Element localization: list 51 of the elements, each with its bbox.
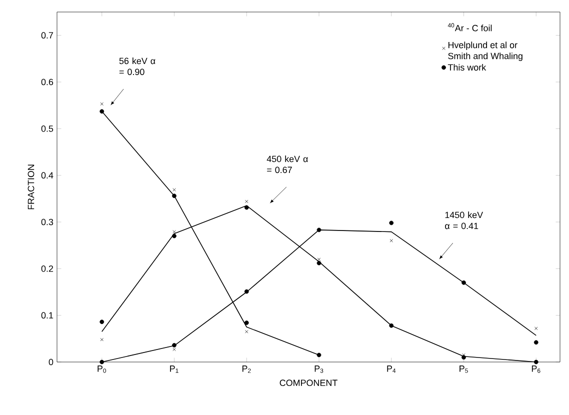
x-tick-label: P$_{5}$ [460, 366, 468, 373]
point [100, 109, 104, 114]
y-tick-label: 0.4 [41, 172, 54, 179]
x-tick-label: P$_{2}$ [242, 366, 251, 373]
point [317, 258, 321, 261]
point [534, 326, 538, 330]
point [172, 348, 176, 352]
legend-label: This work [448, 64, 486, 71]
point [172, 230, 176, 234]
x-tick-label: P$_{3}$ [314, 366, 324, 373]
point [172, 194, 176, 198]
point [100, 320, 104, 324]
point [244, 205, 249, 210]
x-axis-title: COMPONENT [280, 380, 338, 386]
point [462, 355, 466, 360]
annotation: 1450 keV α = 0.41 [445, 212, 484, 230]
point [534, 340, 538, 345]
y-tick-label: 0.1 [41, 312, 54, 319]
point [172, 343, 176, 348]
point [244, 289, 249, 294]
y-tick-label: 0 [48, 358, 54, 366]
annotation: 450 keV α = 0.67 [266, 156, 308, 174]
y-tick-label: 0.7 [41, 32, 54, 39]
x-tick-label: P$_{1}$ [170, 366, 178, 373]
legend-title: $^{40}$Ar - C foil [448, 23, 492, 32]
point [389, 323, 394, 328]
point [316, 352, 322, 358]
legend-label: Hvelplund et al or Smith and Whaling [448, 42, 522, 61]
x-tick-label: P$_{4}$ [387, 366, 396, 373]
point [534, 360, 538, 364]
point [462, 280, 466, 285]
point [172, 188, 176, 192]
point [316, 260, 322, 266]
point [100, 102, 104, 106]
y-tick-label: 0.2 [41, 265, 54, 272]
y-axis-title: FRACTION [28, 164, 34, 210]
x-tick-label: P$_{0}$ [98, 366, 106, 373]
point [390, 239, 393, 242]
point [172, 234, 176, 238]
y-tick-label: 0.6 [41, 78, 54, 86]
y-tick-label: 0.5 [41, 125, 54, 132]
annotation: 56 keV α = 0.90 [119, 58, 156, 76]
y-tick-label: 0.3 [41, 218, 54, 226]
point [389, 220, 394, 226]
point [244, 320, 249, 325]
point [245, 200, 248, 204]
point [245, 330, 248, 334]
point [100, 338, 104, 342]
x-tick-label: P$_{6}$ [532, 366, 540, 373]
point [316, 228, 322, 232]
point [100, 360, 104, 364]
